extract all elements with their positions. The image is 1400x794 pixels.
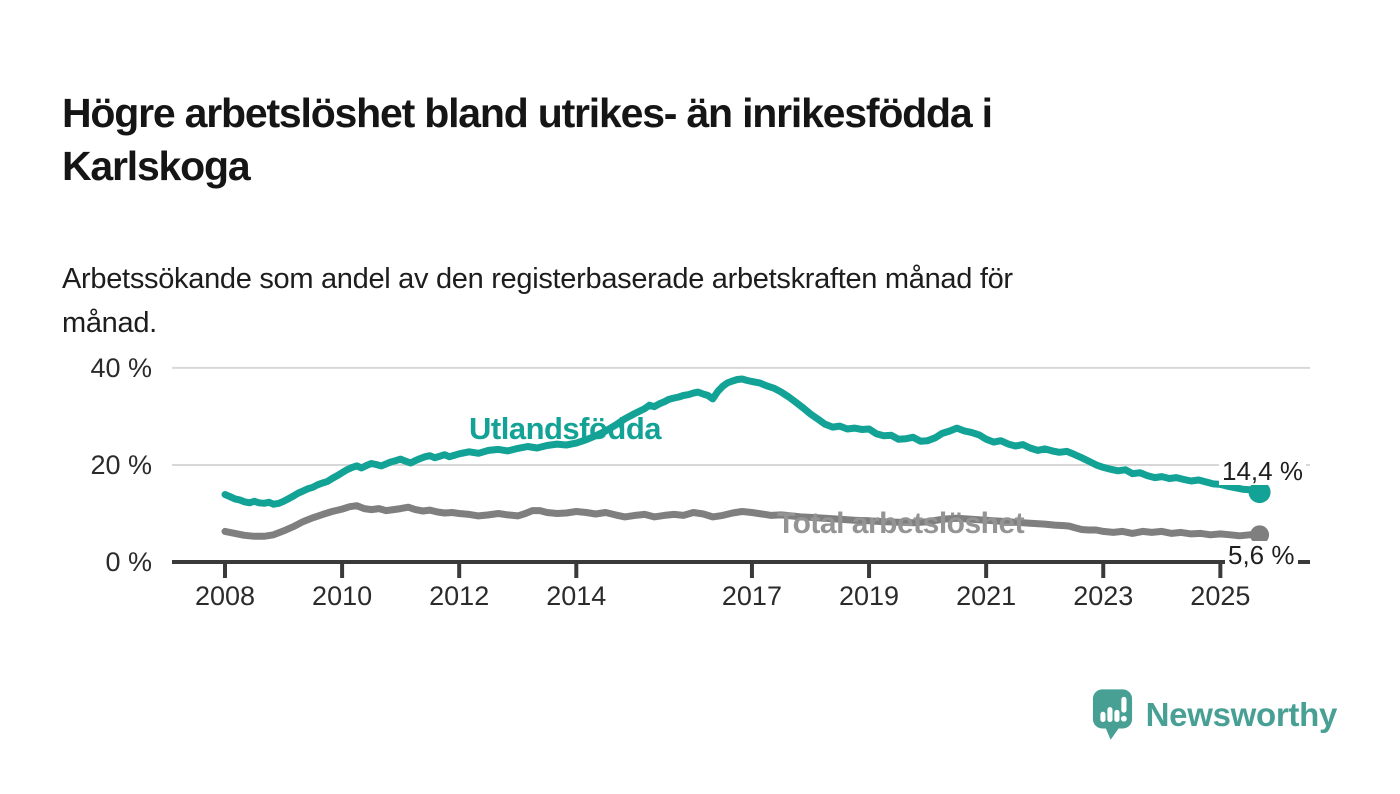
y-axis-tick-label: 20 %: [90, 449, 152, 480]
newsworthy-logo: Newsworthy: [1092, 688, 1337, 742]
page-title: Högre arbetslöshet bland utrikes- än inr…: [62, 90, 993, 190]
series-label-total-arbetsloshet: Total arbetslöshet: [777, 507, 1025, 540]
end-value-label-total-arbetsloshet: 5,6 %: [1225, 541, 1298, 569]
x-axis-tick-label: 2012: [429, 581, 490, 611]
series-line-utlandsfodda: [221, 375, 1264, 508]
x-axis-tick-label: 2014: [546, 581, 607, 611]
newsworthy-logo-text: Newsworthy: [1145, 696, 1338, 733]
series-end-dot-total: [1250, 525, 1270, 545]
series-label-utlandsfodda: Utlandsfödda: [469, 411, 662, 446]
y-axis-tick-label: 40 %: [90, 352, 152, 383]
end-value-label-utlandsfodda: 14,4 %: [1219, 457, 1306, 485]
x-axis-tick-label: 2025: [1190, 581, 1251, 611]
x-axis-tick-label: 2017: [721, 581, 782, 611]
y-axis-tick-label: 0 %: [105, 547, 152, 577]
newsworthy-logo-icon: [1092, 689, 1132, 740]
x-axis-tick-label: 2023: [1073, 581, 1134, 611]
series-end-dot-utlandsfodda: [1248, 481, 1271, 504]
x-axis-tick-label: 2021: [956, 581, 1017, 611]
x-axis-tick-label: 2019: [839, 581, 900, 611]
series-line-total: [221, 502, 1264, 540]
x-axis-tick-label: 2010: [312, 581, 373, 611]
chart-subtitle: Arbetssökande som andel av den registerb…: [62, 263, 1013, 339]
x-axis-tick-label: 2008: [194, 581, 256, 611]
